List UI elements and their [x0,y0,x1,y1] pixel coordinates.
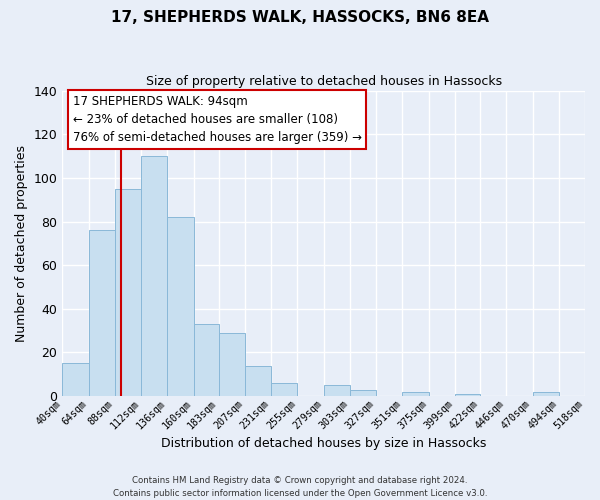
Text: 17, SHEPHERDS WALK, HASSOCKS, BN6 8EA: 17, SHEPHERDS WALK, HASSOCKS, BN6 8EA [111,10,489,25]
Bar [245,366,271,396]
Text: Contains HM Land Registry data © Crown copyright and database right 2024.
Contai: Contains HM Land Registry data © Crown c… [113,476,487,498]
Bar [141,156,167,396]
Bar [455,394,480,396]
Bar [218,333,245,396]
Bar [271,383,298,396]
Title: Size of property relative to detached houses in Hassocks: Size of property relative to detached ho… [146,75,502,88]
Bar [533,392,559,396]
Bar [167,217,194,396]
Bar [62,364,89,396]
Bar [115,189,141,396]
Y-axis label: Number of detached properties: Number of detached properties [15,145,28,342]
Bar [403,392,428,396]
X-axis label: Distribution of detached houses by size in Hassocks: Distribution of detached houses by size … [161,437,487,450]
Bar [89,230,115,396]
Bar [194,324,218,396]
Bar [350,390,376,396]
Bar [323,385,350,396]
Text: 17 SHEPHERDS WALK: 94sqm
← 23% of detached houses are smaller (108)
76% of semi-: 17 SHEPHERDS WALK: 94sqm ← 23% of detach… [73,95,362,144]
